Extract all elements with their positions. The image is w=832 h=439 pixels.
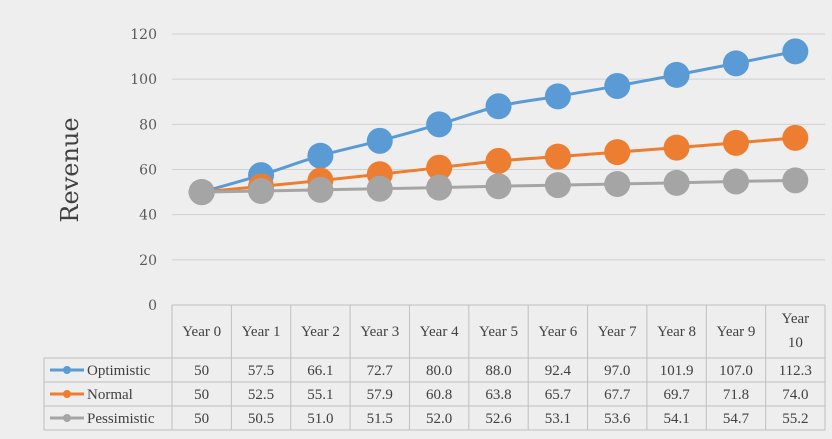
- data-label: 107.0: [719, 363, 753, 379]
- x-tick-label: Year 3: [360, 324, 399, 340]
- x-tick-label: Year 6: [538, 324, 577, 340]
- data-label: 54.7: [723, 411, 750, 427]
- y-tick-label: 20: [139, 253, 157, 269]
- legend-marker-pessimistic: [63, 414, 71, 422]
- data-label: 71.8: [723, 387, 749, 403]
- data-label: 69.7: [663, 387, 690, 403]
- data-label: 55.2: [782, 411, 808, 427]
- data-point-optimistic: [722, 50, 749, 77]
- y-tick-label: 0: [148, 298, 157, 314]
- legend-label: Optimistic: [87, 363, 151, 379]
- data-label: 51.5: [367, 411, 393, 427]
- y-tick-label: 40: [139, 208, 157, 224]
- data-label: 50: [194, 387, 209, 403]
- data-point-optimistic: [544, 83, 571, 110]
- legend-label: Pessimistic: [87, 411, 155, 427]
- data-label: 101.9: [660, 363, 694, 379]
- y-tick-label: 120: [130, 27, 157, 43]
- data-label: 52.0: [426, 411, 452, 427]
- data-label: 72.7: [367, 363, 394, 379]
- x-tick-label: Year 10: [781, 311, 809, 351]
- data-point-pessimistic: [544, 172, 571, 199]
- data-label: 60.8: [426, 387, 452, 403]
- data-point-normal: [426, 154, 453, 181]
- data-label: 65.7: [545, 387, 572, 403]
- data-point-pessimistic: [426, 174, 453, 201]
- y-tick-label: 60: [139, 163, 157, 179]
- data-point-optimistic: [366, 127, 393, 154]
- data-label: 55.1: [307, 387, 333, 403]
- x-tick-label: Year 0: [182, 324, 221, 340]
- x-tick-label: Year 1: [242, 324, 281, 340]
- data-point-optimistic: [307, 142, 334, 169]
- data-point-optimistic: [485, 93, 512, 120]
- data-point-optimistic: [663, 61, 690, 88]
- legend-marker-optimistic: [63, 366, 71, 374]
- data-label: 57.5: [248, 363, 274, 379]
- data-point-optimistic: [782, 38, 809, 65]
- data-point-optimistic: [604, 72, 631, 99]
- x-tick-label: Year 2: [301, 324, 340, 340]
- data-label: 50.5: [248, 411, 274, 427]
- data-label: 57.9: [367, 387, 393, 403]
- x-tick-label: Year 9: [717, 324, 756, 340]
- data-point-optimistic: [426, 111, 453, 138]
- data-label: 74.0: [782, 387, 808, 403]
- data-point-normal: [663, 134, 690, 161]
- data-label: 50: [194, 411, 209, 427]
- x-tick-label: Year 5: [479, 324, 518, 340]
- x-tick-label: Year 4: [420, 324, 459, 340]
- legend-label: Normal: [87, 387, 133, 403]
- data-label: 51.0: [307, 411, 333, 427]
- data-label: 88.0: [485, 363, 511, 379]
- data-label: 50: [194, 363, 209, 379]
- data-point-pessimistic: [248, 177, 275, 204]
- data-label: 97.0: [604, 363, 630, 379]
- data-label: 92.4: [545, 363, 572, 379]
- y-tick-label: 100: [130, 72, 157, 88]
- y-axis-title: Revenue: [56, 117, 84, 222]
- data-label: 63.8: [485, 387, 511, 403]
- data-point-pessimistic: [722, 168, 749, 195]
- y-tick-label: 80: [139, 117, 157, 133]
- data-point-pessimistic: [663, 169, 690, 196]
- data-label: 52.6: [485, 411, 512, 427]
- data-point-normal: [544, 143, 571, 170]
- data-point-pessimistic: [366, 175, 393, 202]
- data-label: 66.1: [307, 363, 333, 379]
- x-tick-label: Year 7: [598, 324, 637, 340]
- data-label: 53.6: [604, 411, 631, 427]
- x-tick-label: Year 8: [657, 324, 696, 340]
- data-point-pessimistic: [485, 173, 512, 200]
- data-label: 53.1: [545, 411, 571, 427]
- legend-marker-normal: [63, 390, 71, 398]
- data-label: 80.0: [426, 363, 452, 379]
- data-point-pessimistic: [188, 179, 215, 206]
- data-point-pessimistic: [782, 167, 809, 194]
- data-point-normal: [722, 129, 749, 156]
- data-point-pessimistic: [604, 170, 631, 197]
- data-point-normal: [782, 124, 809, 151]
- data-point-normal: [604, 139, 631, 166]
- data-label: 112.3: [779, 363, 812, 379]
- data-label: 52.5: [248, 387, 274, 403]
- data-point-pessimistic: [307, 176, 334, 203]
- data-label: 54.1: [663, 411, 689, 427]
- data-point-normal: [485, 147, 512, 174]
- data-label: 67.7: [604, 387, 631, 403]
